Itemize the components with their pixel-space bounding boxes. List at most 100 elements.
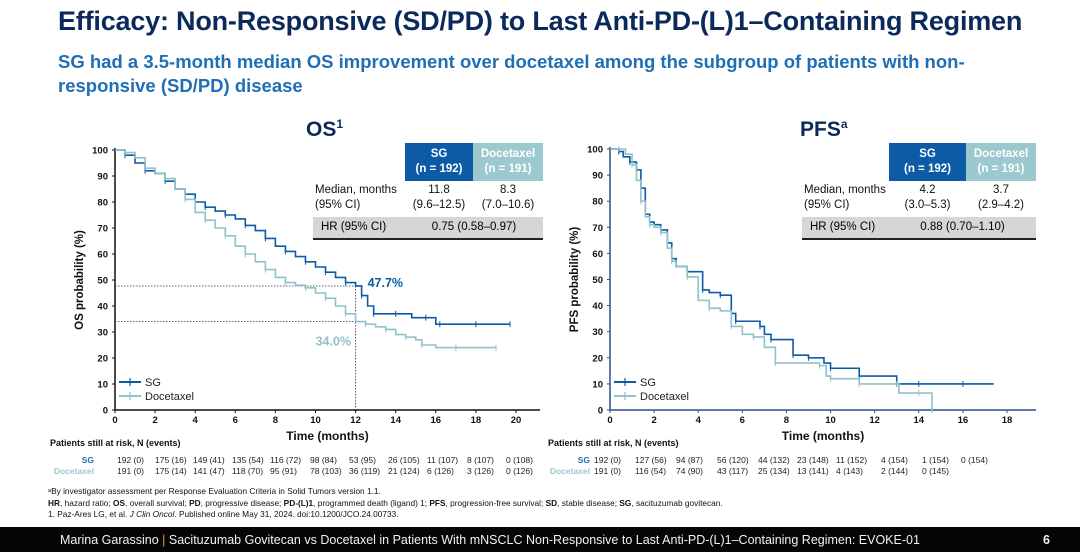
abbr-definition: , sacituzumab govitecan.: [631, 497, 723, 508]
os-chart-title: OS1: [306, 117, 344, 141]
pfs-hr-row: HR (95% CI) 0.88 (0.70–1.10): [802, 217, 1036, 240]
os-y-tick-label: 0: [103, 406, 108, 417]
os-annotation-sg: 47.7%: [368, 276, 403, 290]
os-at-risk-doc-value: 175 (14): [155, 466, 187, 476]
os-at-risk-doc-value: 141 (47): [193, 466, 225, 476]
pfs-x-tick-label: 4: [696, 415, 702, 426]
abbr-term: HR: [48, 497, 60, 508]
os-at-risk-doc-value: 118 (70): [232, 466, 264, 476]
pfs-at-risk-sg-value: 94 (87): [676, 455, 703, 465]
pfs-at-risk-sg-value: 44 (132): [758, 455, 790, 465]
pfs-x-tick-label: 14: [913, 415, 924, 426]
os-table-header-sg: SG (n = 192): [405, 143, 473, 181]
os-at-risk-sg-value: 8 (107): [467, 455, 494, 465]
abbr-term: PD-(L)1: [283, 497, 314, 508]
os-x-tick-label: 4: [193, 415, 199, 426]
pfs-y-axis-label: PFS probability (%): [569, 227, 581, 333]
os-x-tick-label: 18: [471, 415, 482, 426]
os-x-tick-label: 8: [273, 415, 278, 426]
pfs-x-tick-label: 12: [869, 415, 880, 426]
os-at-risk-doc-value: 78 (103): [310, 466, 342, 476]
pfs-series-docetaxel-line: [610, 148, 933, 410]
os-annotation-docetaxel: 34.0%: [316, 335, 351, 349]
os-at-risk-sg-value: 26 (105): [388, 455, 420, 465]
os-at-risk-doc-value: 36 (119): [349, 466, 381, 476]
pfs-at-risk-doc-value: 116 (54): [635, 466, 667, 476]
page-subtitle: SG had a 3.5-month median OS improvement…: [58, 51, 965, 96]
abbr-term: SD: [545, 497, 558, 508]
os-at-risk-title: Patients still at risk, N (events): [50, 438, 181, 448]
pfs-table-header-docetaxel: Docetaxel (n = 191): [966, 143, 1036, 181]
os-x-axis-label: Time (months): [286, 429, 368, 443]
os-y-tick-label: 70: [97, 224, 108, 235]
pfs-legend-label-docetaxel: Docetaxel: [640, 391, 689, 403]
footnote-abbreviations: HR, hazard ratio; OS, overall survival; …: [48, 498, 723, 510]
os-at-risk-row-docetaxel: Docetaxel 191 (0) 175 (14) 141 (47) 118 (70…: [53, 466, 533, 476]
pfs-y-tick-label: 40: [592, 301, 603, 312]
pfs-x-tick-label: 10: [825, 415, 836, 426]
pfs-at-risk-sg-value: 23 (148): [797, 455, 829, 465]
pfs-at-risk-sg-value: 56 (120): [717, 455, 749, 465]
pfs-table-header-sg: SG (n = 192): [889, 143, 966, 181]
pfs-at-risk-sg-value: 192 (0): [594, 455, 621, 465]
pfs-at-risk-sg-value: 127 (56): [635, 455, 667, 465]
pfs-median-docetaxel: 3.7 (2.9–4.2): [977, 184, 1025, 211]
os-at-risk-sg-value: 192 (0): [117, 455, 144, 465]
footer-bar: Marina Garassino | Sacituzumab Govitecan…: [0, 527, 1080, 552]
pfs-x-tick-label: 16: [958, 415, 969, 426]
os-at-risk-doc-value: 21 (124): [388, 466, 420, 476]
abbr-definition: , progressive disease;: [200, 497, 284, 508]
os-y-tick-label: 100: [92, 146, 108, 157]
pfs-at-risk-doc-value: 43 (117): [717, 466, 749, 476]
os-at-risk-doc-value: 3 (126): [467, 466, 494, 476]
os-x-tick-label: 20: [511, 415, 522, 426]
os-at-risk-sg-value: 53 (95): [349, 455, 376, 465]
pfs-x-tick-label: 6: [740, 415, 745, 426]
pfs-y-tick-label: 80: [592, 197, 603, 208]
pfs-y-tick-label: 90: [592, 171, 603, 182]
os-legend-label-sg: SG: [145, 377, 161, 389]
os-x-tick-label: 6: [233, 415, 238, 426]
pfs-y-tick-label: 70: [592, 223, 603, 234]
os-x-tick-label: 10: [310, 415, 321, 426]
os-at-risk-doc-value: 191 (0): [117, 466, 144, 476]
pfs-at-risk-doc-value: 13 (141): [797, 466, 829, 476]
os-at-risk-sg-value: 116 (72): [270, 455, 302, 465]
os-at-risk-row-sg: SG 192 (0) 175 (16) 149 (41) 135 (54) 116 (7…: [81, 455, 533, 465]
os-at-risk-doc-value: 0 (126): [506, 466, 533, 476]
os-hr-row: HR (95% CI) 0.75 (0.58–0.97): [313, 217, 543, 240]
os-median-sg: 11.8 (9.6–12.5): [412, 184, 466, 211]
page-number: 6: [1043, 533, 1050, 547]
os-legend-label-docetaxel: Docetaxel: [145, 391, 194, 403]
abbr-term: PD: [189, 497, 201, 508]
pfs-median-sg: 4.2 (3.0–5.3): [904, 184, 951, 211]
os-y-axis-label: OS probability (%): [74, 230, 86, 330]
os-at-risk-doc-value: 95 (91): [270, 466, 297, 476]
pfs-at-risk-sg-value: 11 (152): [836, 455, 868, 465]
pfs-at-risk-title: Patients still at risk, N (events): [548, 438, 679, 448]
pfs-y-tick-label: 50: [592, 275, 603, 286]
pfs-at-risk-row-docetaxel: Docetaxel 191 (0) 116 (54) 74 (90) 43 (117)…: [549, 466, 949, 476]
pfs-at-risk-doc-value: 4 (143): [836, 466, 863, 476]
os-y-tick-label: 80: [97, 198, 108, 209]
footnote-reference: 1. Paz-Ares LG, et al. J Clin Oncol. Pub…: [48, 509, 399, 519]
os-y-tick-label: 10: [97, 380, 108, 391]
abbr-term: PFS: [429, 497, 446, 508]
pfs-y-tick-label: 30: [592, 327, 603, 338]
os-at-risk-doc-value: 6 (126): [427, 466, 454, 476]
pfs-at-risk-doc-value: 2 (144): [881, 466, 908, 476]
pfs-y-tick-label: 0: [598, 406, 603, 417]
pfs-stat-table: SG (n = 192) Docetaxel (n = 191) Median, m…: [802, 143, 1036, 243]
os-x-tick-label: 14: [390, 415, 401, 426]
footnote-a: ᵃBy investigator assessment per Response…: [48, 486, 381, 496]
os-y-tick-label: 50: [97, 276, 108, 287]
os-x-tick-label: 16: [431, 415, 442, 426]
os-median-label: Median, months (95% CI): [315, 184, 397, 211]
pfs-at-risk-doc-value: 25 (134): [758, 466, 790, 476]
pfs-at-risk-doc-value: 0 (145): [922, 466, 949, 476]
os-x-tick-label: 2: [152, 415, 157, 426]
abbr-term: OS: [113, 497, 126, 508]
pfs-at-risk-doc-value: 191 (0): [594, 466, 621, 476]
pfs-x-tick-label: 2: [651, 415, 656, 426]
